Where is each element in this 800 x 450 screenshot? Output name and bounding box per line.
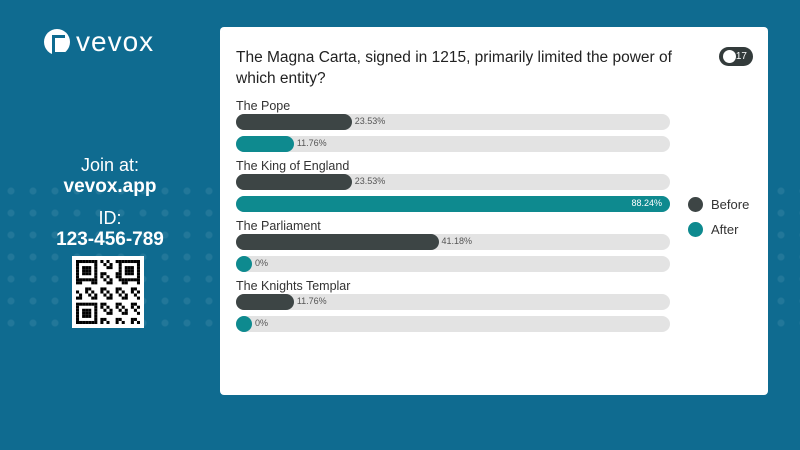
bar-track: 0%: [236, 316, 670, 332]
bar-before: [236, 234, 439, 250]
logo-text: vevox: [76, 26, 155, 57]
bar-track: 11.76%: [236, 136, 670, 152]
bar-value-label: 23.53%: [354, 116, 386, 126]
bar-value-label: 0%: [255, 318, 269, 328]
bar-after: [236, 136, 294, 152]
bar-value-label: 0%: [255, 258, 269, 268]
bar-value-label: 11.76%: [296, 296, 327, 306]
vevox-logo: vevox: [44, 26, 154, 58]
join-url: vevox.app: [63, 176, 157, 197]
legend-label: After: [711, 222, 739, 237]
bar-before: [236, 114, 352, 130]
poll-card: The Magna Carta, signed in 1215, primari…: [220, 27, 768, 395]
bar-value-label: 11.76%: [296, 138, 327, 148]
participants-icon: [723, 50, 736, 63]
logo-icon: [44, 29, 70, 55]
legend-before: Before: [688, 197, 749, 212]
participant-count: 17: [735, 51, 747, 62]
bar-value-label: 88.24%: [631, 198, 662, 208]
bar-track: 41.18%: [236, 234, 670, 250]
bar-after: [236, 316, 252, 332]
bar-track: 11.76%: [236, 294, 670, 310]
bar-track: 23.53%: [236, 174, 670, 190]
bar-before: [236, 294, 294, 310]
session-id: 123-456-789: [56, 229, 164, 250]
option-label: The Parliament: [236, 219, 321, 233]
legend-after: After: [688, 222, 749, 237]
participant-count-badge: 17: [719, 47, 753, 66]
option-label: The Pope: [236, 99, 291, 113]
bar-value-label: 23.53%: [354, 176, 386, 186]
option-label: The King of England: [236, 159, 350, 173]
qr-code: [72, 256, 144, 328]
question-title: The Magna Carta, signed in 1215, primari…: [236, 49, 672, 87]
option-label: The Knights Templar: [236, 279, 351, 293]
legend-label: Before: [711, 197, 750, 212]
id-label: ID:: [98, 208, 122, 228]
bar-track: 0%: [236, 256, 670, 272]
bar-track: 23.53%: [236, 114, 670, 130]
join-info: Join at: vevox.app ID: 123-456-789: [40, 155, 180, 261]
legend: Before After: [688, 197, 749, 247]
bar-value-label: 41.18%: [441, 236, 473, 246]
bar-after: [236, 256, 252, 272]
bar-before: [236, 174, 352, 190]
bar-after: [236, 196, 670, 212]
join-label: Join at:: [80, 155, 140, 175]
bar-track: 88.24%: [236, 196, 670, 212]
